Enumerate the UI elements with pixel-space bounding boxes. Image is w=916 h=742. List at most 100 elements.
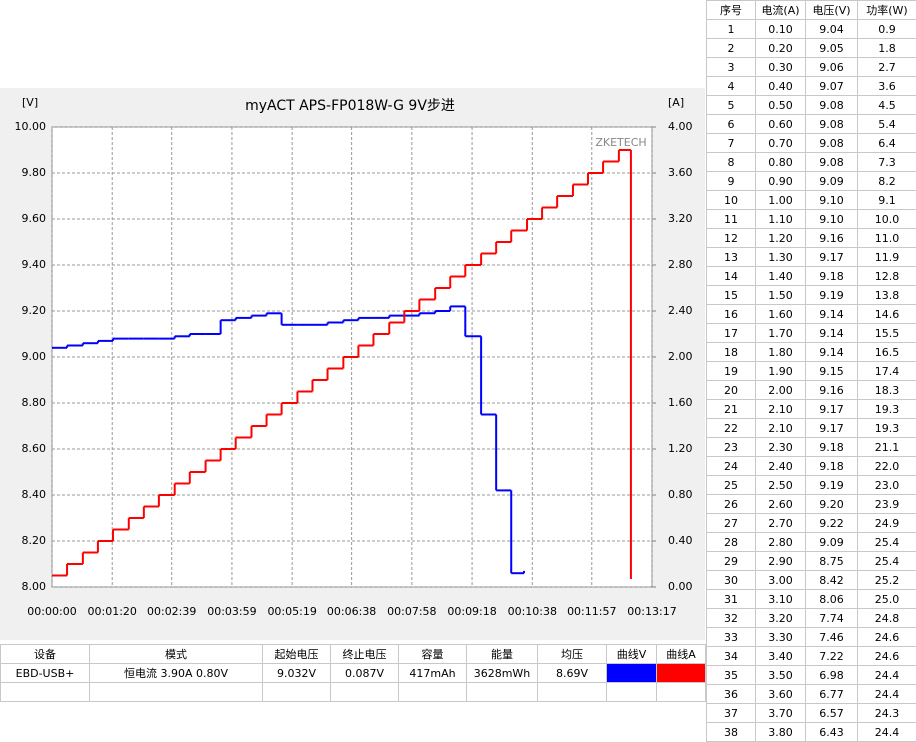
cell: 3628mWh: [467, 664, 538, 683]
cell: 24.4: [858, 723, 916, 742]
cell: 24: [707, 457, 756, 476]
cell: [263, 683, 331, 702]
cell: 3.80: [756, 723, 806, 742]
cell: 9.09: [806, 172, 858, 191]
y-tick-label: 9.40: [22, 258, 47, 271]
cell: [331, 683, 399, 702]
cell: 31: [707, 590, 756, 609]
header-cell: 曲线V: [607, 645, 657, 664]
cell: 24.6: [858, 628, 916, 647]
cell: 19: [707, 362, 756, 381]
header-cell: 起始电压: [263, 645, 331, 664]
cell: 1.10: [756, 210, 806, 229]
cell: 0.30: [756, 58, 806, 77]
cell: 23.0: [858, 476, 916, 495]
cell: 2.10: [756, 400, 806, 419]
cell: 9.032V: [263, 664, 331, 683]
header-cell: 模式: [90, 645, 263, 664]
cell: 24.6: [858, 647, 916, 666]
cell: 3.40: [756, 647, 806, 666]
y-tick-label: 8.00: [22, 580, 47, 593]
cell: 1.60: [756, 305, 806, 324]
cell: 12.8: [858, 267, 916, 286]
cell: 9.08: [806, 115, 858, 134]
cell: 10: [707, 191, 756, 210]
cell: 3.6: [858, 77, 916, 96]
cell: 33: [707, 628, 756, 647]
cell: 7: [707, 134, 756, 153]
cell: 21.1: [858, 438, 916, 457]
cell: 34: [707, 647, 756, 666]
cell: 0.40: [756, 77, 806, 96]
cell: 22: [707, 419, 756, 438]
cell: 18: [707, 343, 756, 362]
empty-row: [1, 683, 706, 702]
cell: 9.18: [806, 438, 858, 457]
cell: 9.14: [806, 324, 858, 343]
cell: 2.00: [756, 381, 806, 400]
cell: 417mAh: [399, 664, 467, 683]
cell: 2.30: [756, 438, 806, 457]
cell: 2.90: [756, 552, 806, 571]
cell: 9.18: [806, 457, 858, 476]
cell: 1.40: [756, 267, 806, 286]
cell: 0.70: [756, 134, 806, 153]
cell: 3.70: [756, 704, 806, 723]
cell: 0.10: [756, 20, 806, 39]
cell: 1.80: [756, 343, 806, 362]
header-cell: 电流(A): [756, 1, 806, 20]
cell: 9.17: [806, 248, 858, 267]
cell: 9.15: [806, 362, 858, 381]
cell: 8: [707, 153, 756, 172]
y2-tick-label: 0.40: [668, 534, 693, 547]
cell: 16.5: [858, 343, 916, 362]
y2-axis-label: [A]: [668, 96, 684, 109]
cell: [90, 683, 263, 702]
header-cell: 能量: [467, 645, 538, 664]
y-tick-label: 10.00: [15, 120, 47, 133]
cell: 9.04: [806, 20, 858, 39]
cell: 5: [707, 96, 756, 115]
cell: 9.19: [806, 286, 858, 305]
cell: [399, 683, 467, 702]
cell: 29: [707, 552, 756, 571]
cell: 3.50: [756, 666, 806, 685]
cell: [657, 683, 706, 702]
cell: 0.9: [858, 20, 916, 39]
y-tick-label: 9.60: [22, 212, 47, 225]
cell: [607, 683, 657, 702]
cell: 7.46: [806, 628, 858, 647]
y-tick-label: 8.20: [22, 534, 47, 547]
cell: 2.40: [756, 457, 806, 476]
watermark: ZKETECH: [595, 136, 646, 149]
cell: 15: [707, 286, 756, 305]
cell: 9.16: [806, 229, 858, 248]
cell: 1.70: [756, 324, 806, 343]
cell: 2.70: [756, 514, 806, 533]
header-cell: 终止电压: [331, 645, 399, 664]
cell: 1.90: [756, 362, 806, 381]
cell: 23: [707, 438, 756, 457]
cell: 1.00: [756, 191, 806, 210]
header-row: 序号电流(A)电压(V)功率(W): [707, 1, 916, 20]
